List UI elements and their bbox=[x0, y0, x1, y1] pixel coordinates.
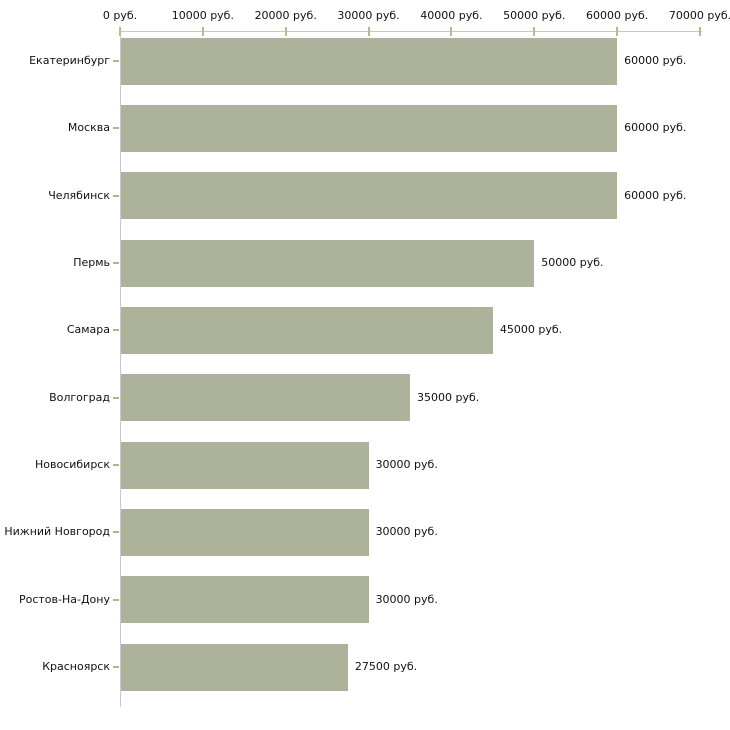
bar bbox=[121, 104, 618, 152]
y-axis-tick bbox=[113, 464, 119, 467]
bar bbox=[121, 643, 348, 691]
bar bbox=[121, 306, 493, 354]
x-axis-tick bbox=[284, 27, 287, 36]
value-label: 45000 руб. bbox=[499, 323, 563, 337]
category-label: Москва bbox=[67, 121, 110, 135]
bar bbox=[121, 576, 369, 624]
value-label: 30000 руб. bbox=[375, 592, 438, 606]
value-label: 27500 руб. bbox=[354, 660, 418, 674]
category-label: Волгоград bbox=[49, 390, 110, 404]
y-axis-line bbox=[120, 31, 121, 707]
x-axis-tick bbox=[201, 27, 204, 36]
y-axis-tick bbox=[113, 262, 119, 265]
x-axis-tick bbox=[616, 27, 619, 36]
bar bbox=[121, 37, 618, 85]
x-axis-tick-label: 30000 руб. bbox=[337, 9, 400, 22]
y-axis-tick bbox=[113, 60, 119, 62]
y-axis-tick bbox=[113, 531, 119, 534]
x-axis-tick-label: 20000 руб. bbox=[254, 9, 317, 22]
x-axis-tick-label: 10000 руб. bbox=[171, 9, 234, 22]
y-axis-tick bbox=[113, 329, 119, 332]
value-label: 60000 руб. bbox=[624, 54, 687, 67]
bar bbox=[121, 374, 410, 422]
category-label: Екатеринбург bbox=[29, 54, 110, 67]
x-axis-tick-label: 50000 руб. bbox=[503, 9, 566, 22]
y-axis-tick bbox=[113, 396, 119, 399]
x-axis-tick bbox=[699, 27, 701, 36]
x-axis-line bbox=[120, 31, 702, 32]
x-axis-tick bbox=[450, 27, 453, 36]
x-axis-tick-label: 60000 руб. bbox=[586, 9, 649, 22]
category-label: Пермь bbox=[73, 256, 110, 270]
x-axis-tick-label: 40000 руб. bbox=[420, 9, 483, 22]
value-label: 50000 руб. bbox=[541, 256, 604, 270]
y-axis-tick bbox=[113, 666, 119, 669]
y-axis-tick bbox=[113, 598, 119, 601]
y-axis-tick bbox=[113, 194, 119, 197]
category-label: Нижний Новгород bbox=[4, 525, 110, 539]
category-label: Самара bbox=[66, 323, 110, 337]
category-label: Красноярск bbox=[42, 660, 110, 674]
category-label: Новосибирск bbox=[34, 458, 110, 472]
value-label: 30000 руб. bbox=[375, 458, 438, 472]
x-axis-tick bbox=[533, 27, 536, 36]
category-label: Челябинск bbox=[48, 188, 110, 202]
value-label: 60000 руб. bbox=[624, 121, 687, 135]
value-label: 60000 руб. bbox=[624, 188, 687, 202]
bar bbox=[121, 239, 535, 287]
x-axis-tick-label: 0 руб. bbox=[102, 9, 138, 22]
x-axis-tick bbox=[119, 27, 121, 36]
bar bbox=[121, 172, 618, 220]
category-label: Ростов-На-Дону bbox=[18, 592, 110, 606]
y-axis-tick bbox=[113, 127, 119, 130]
value-label: 35000 руб. bbox=[417, 390, 480, 404]
x-axis-tick-label: 70000 руб. bbox=[668, 9, 730, 22]
x-axis-tick bbox=[367, 27, 370, 36]
bar bbox=[121, 508, 369, 556]
value-label: 30000 руб. bbox=[375, 525, 438, 539]
bar bbox=[121, 441, 369, 489]
